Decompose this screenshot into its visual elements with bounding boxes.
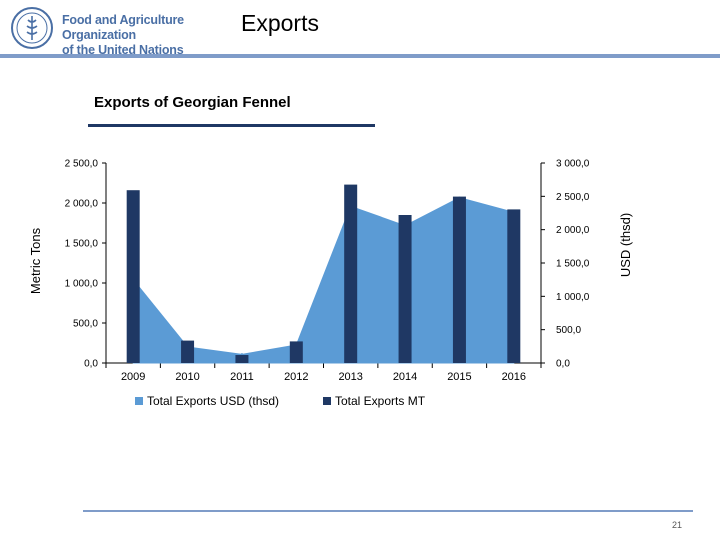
right-tick-label: 3 000,0: [556, 159, 590, 170]
tick-labels: 0,0 500,0 1 000,0 1 500,0 2 000,0 2 500,0 0,0 5…: [28, 159, 633, 384]
bar-mark-2016: [507, 209, 521, 363]
fao-emblem-icon: [11, 7, 53, 49]
right-tick-label: 2 500,0: [556, 192, 590, 203]
right-tick-label: 2 000,0: [556, 225, 590, 236]
x-tick-label: 2016: [502, 371, 526, 383]
x-tick-label: 2014: [393, 371, 417, 383]
right-tick-label: 500,0: [556, 325, 581, 336]
left-tick-label: 2 000,0: [65, 199, 99, 210]
fao-logo: Food and Agriculture Organization of the…: [10, 6, 240, 57]
organization-name: Food and Agriculture Organization of the…: [62, 13, 184, 57]
left-tick-label: 0,0: [84, 359, 98, 370]
right-tick-label: 0,0: [556, 359, 570, 370]
slide-title: Exports: [241, 10, 319, 36]
legend-label-usd: Total Exports USD (thsd): [147, 394, 279, 408]
legend-swatch-mt: [323, 397, 331, 405]
x-tick-label: 2015: [447, 371, 471, 383]
area-point-2011: [240, 353, 244, 356]
header-rule: [0, 54, 720, 58]
x-tick-label: 2012: [284, 371, 308, 383]
page-number: 21: [672, 520, 683, 530]
bar-mark-2011: [235, 355, 249, 363]
bar-mark-2014: [398, 215, 412, 363]
bar-mark-2012: [289, 341, 303, 363]
left-tick-label: 1 500,0: [65, 239, 99, 250]
y-left-axis-title: Metric Tons: [28, 227, 43, 294]
legend-swatch-usd: [135, 397, 143, 405]
subtitle-rule: [88, 124, 375, 127]
x-tick-label: 2010: [175, 371, 199, 383]
chart-subtitle: Exports of Georgian Fennel: [94, 94, 291, 111]
left-tick-label: 1 000,0: [65, 279, 99, 290]
left-tick-label: 2 500,0: [65, 159, 99, 170]
bar-mark-2015: [452, 196, 466, 363]
bar-mark-2010: [181, 340, 195, 363]
mt-bar-series: [126, 184, 521, 363]
right-tick-label: 1 000,0: [556, 292, 590, 303]
left-tick-label: 500,0: [73, 319, 98, 330]
x-tick-label: 2011: [230, 371, 254, 383]
footer-rule: [83, 510, 693, 512]
bar-mark-2013: [344, 184, 358, 363]
legend-label-mt: Total Exports MT: [335, 394, 426, 408]
exports-chart: 0,0 500,0 1 000,0 1 500,0 2 000,0 2 500,0 0,0 5…: [28, 159, 633, 409]
right-tick-label: 1 500,0: [556, 259, 590, 270]
x-tick-label: 2009: [121, 371, 145, 383]
chart-legend: Total Exports USD (thsd) Total Exports MT: [135, 394, 426, 408]
y-right-axis-title: USD (thsd): [618, 213, 633, 277]
x-tick-label: 2013: [338, 371, 362, 383]
bar-mark-2009: [126, 190, 140, 363]
